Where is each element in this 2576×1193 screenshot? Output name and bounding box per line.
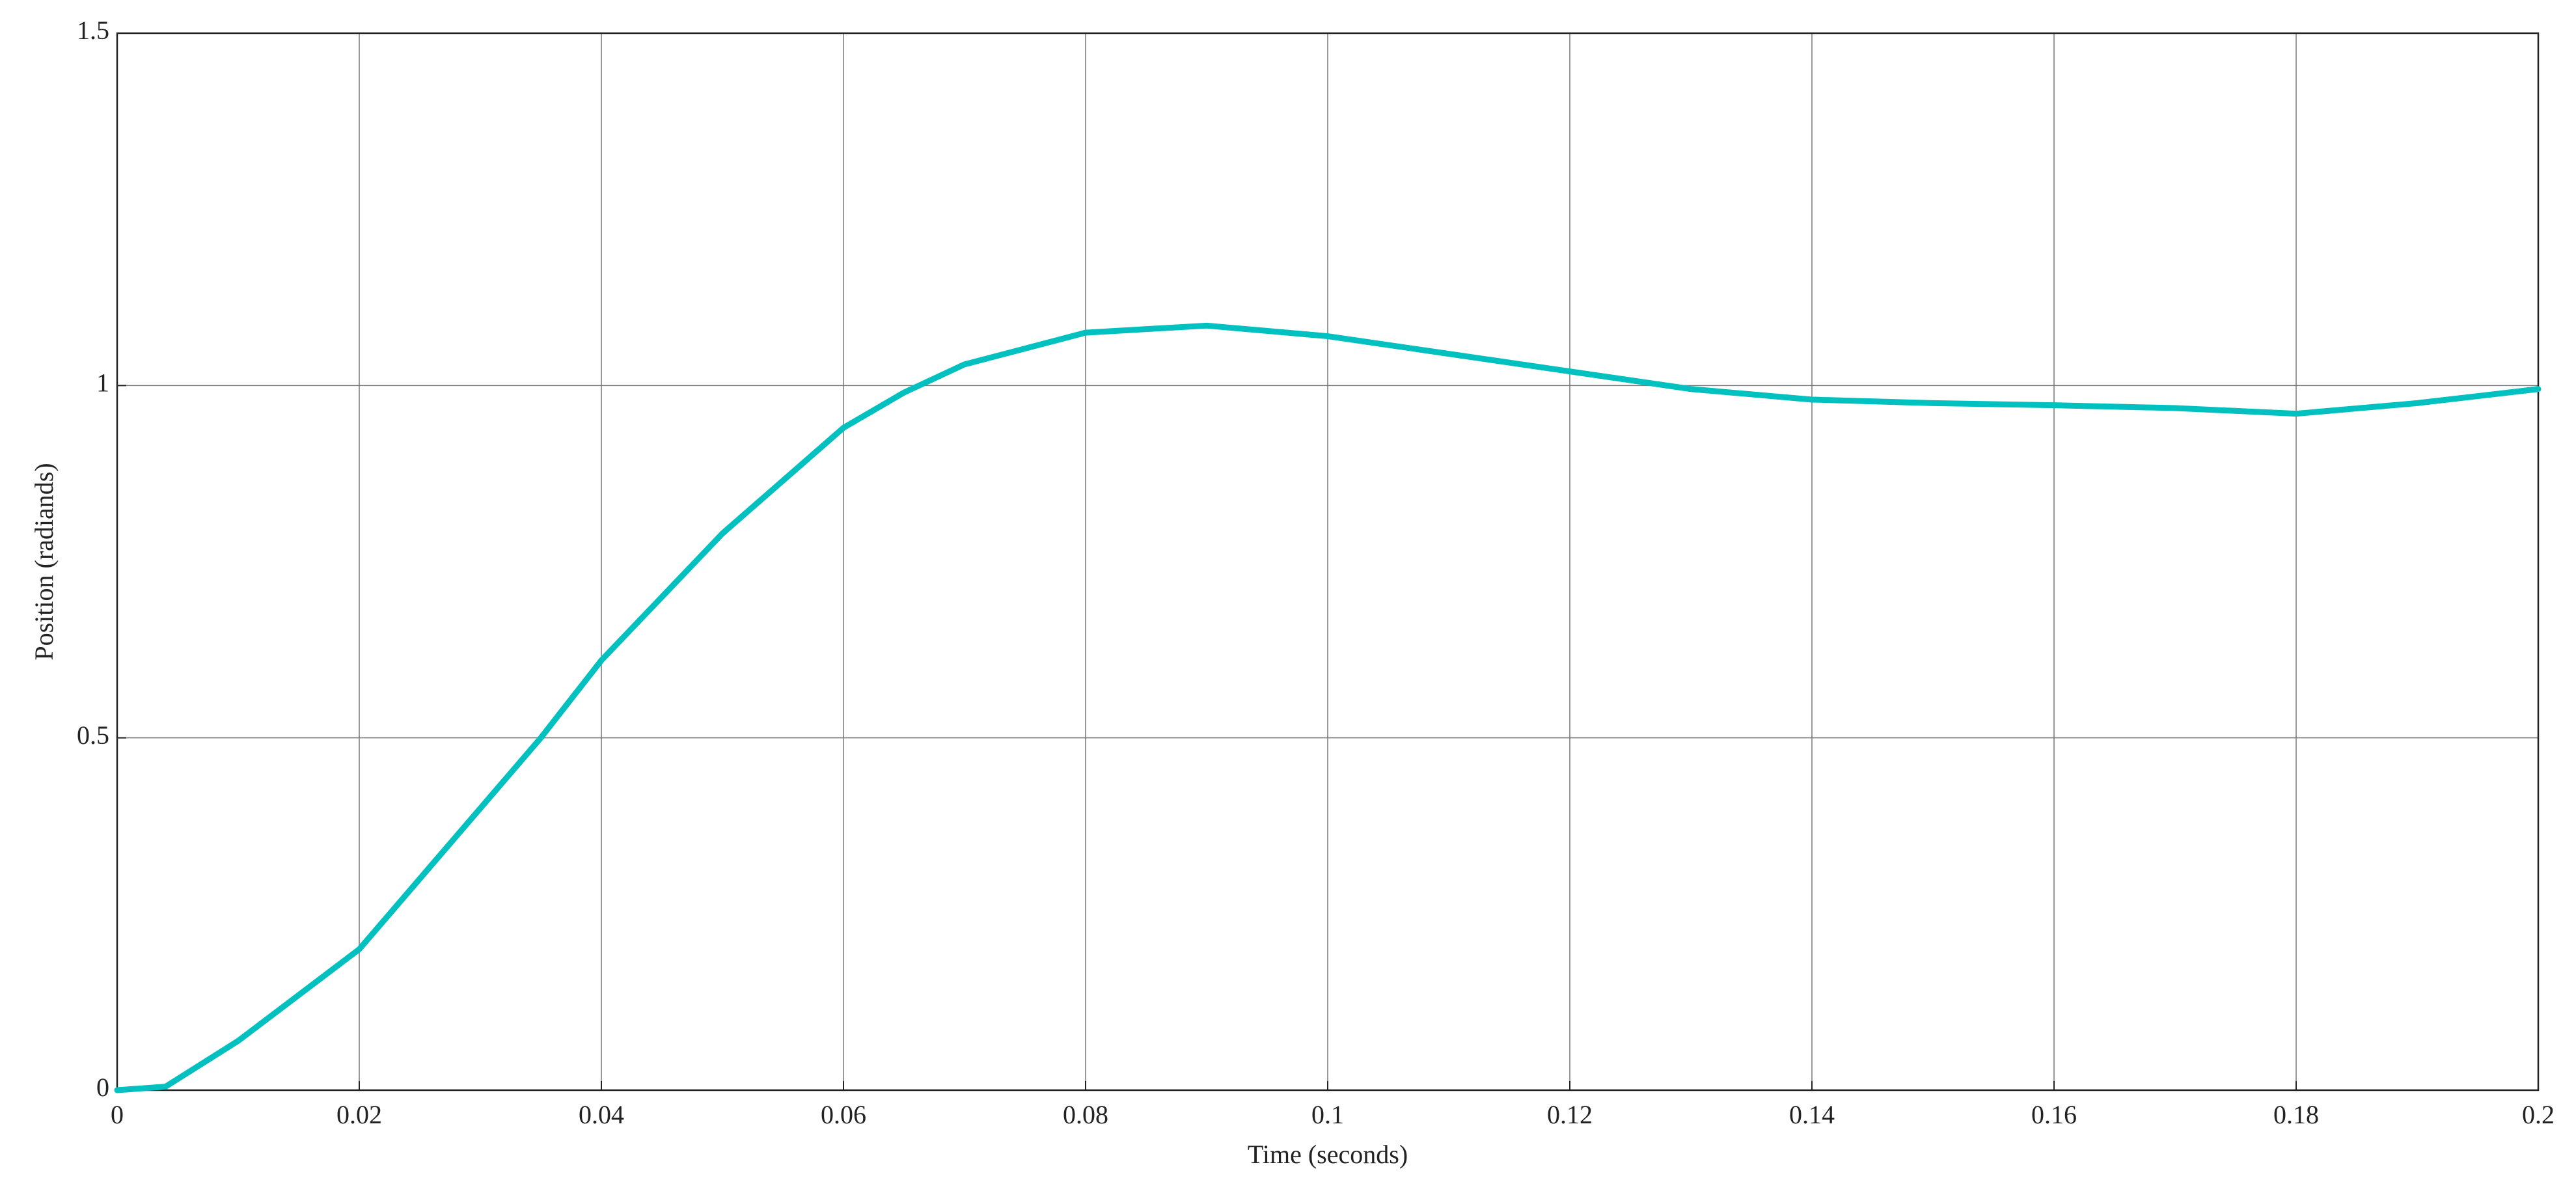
x-tick-label: 0.2 [2522,1100,2555,1129]
x-tick-label: 0.18 [2273,1100,2319,1129]
y-tick-label: 0 [96,1073,109,1102]
y-tick-label: 1.5 [77,16,109,45]
y-axis-label: Position (radiands) [29,463,59,660]
y-tick-label: 1 [96,368,109,398]
x-tick-label: 0.1 [1311,1100,1344,1129]
x-axis-label: Time (seconds) [1248,1140,1408,1169]
x-tick-label: 0.08 [1063,1100,1108,1129]
x-tick-label: 0.16 [2031,1100,2077,1129]
plot-frame [116,32,2540,1091]
data-line [114,322,2542,1093]
x-tick-label: 0.14 [1789,1100,1835,1129]
x-tick-label: 0 [111,1100,124,1129]
x-tick-label: 0.06 [821,1100,866,1129]
y-tick-label: 0.5 [77,720,109,750]
x-tick-label: 0.02 [336,1100,382,1129]
x-tick-label: 0.04 [579,1100,624,1129]
x-tick-label: 0.12 [1547,1100,1593,1129]
